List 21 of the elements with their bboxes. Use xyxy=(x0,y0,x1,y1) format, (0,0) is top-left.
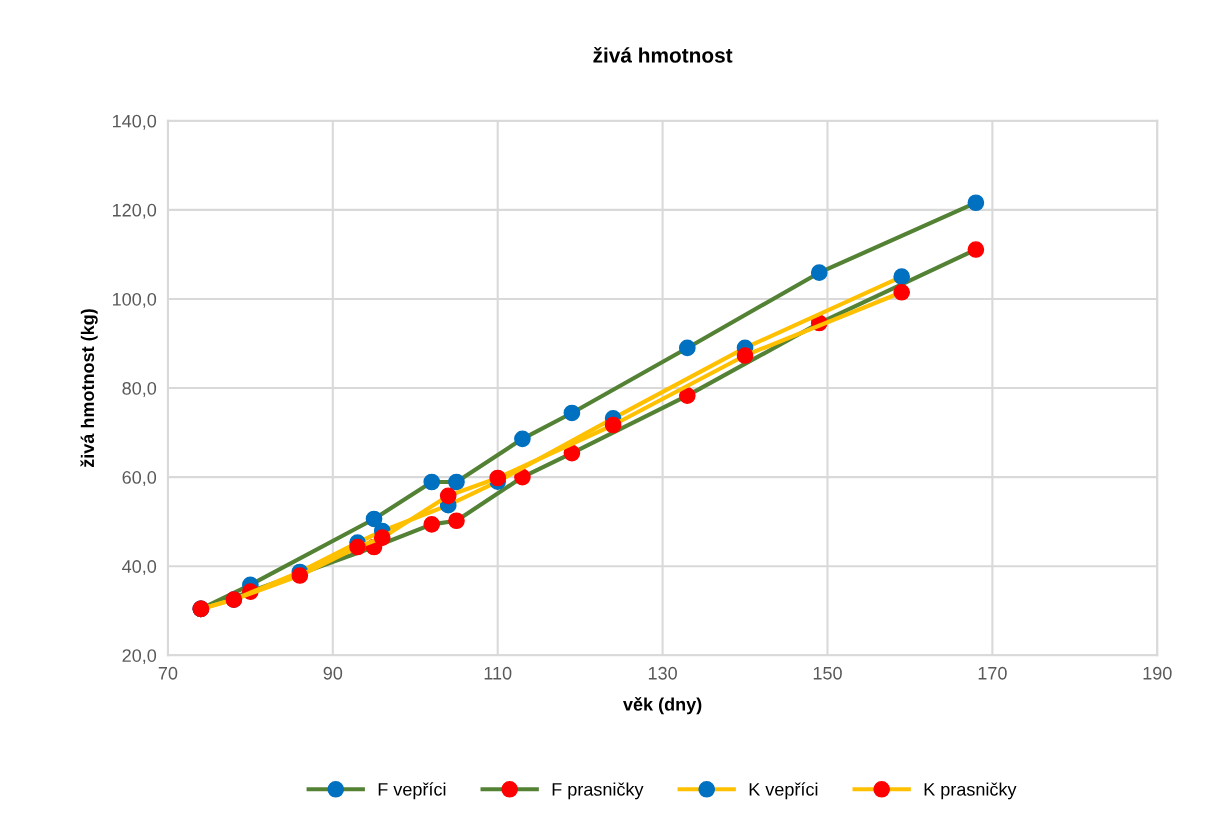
y-tick-label: 80,0 xyxy=(122,381,157,397)
y-tick-label: 60,0 xyxy=(122,471,157,486)
y-axis-title: živá hmotnost (kg) xyxy=(80,309,98,468)
x-tick-label: 70 xyxy=(158,666,178,680)
legend-label: K prasničky xyxy=(924,782,1017,800)
x-tick-label: 150 xyxy=(813,666,842,680)
legend-label: K vepříci xyxy=(749,782,818,800)
x-tick-label: 110 xyxy=(484,666,512,680)
y-tick-label: 120,0 xyxy=(113,203,157,219)
x-tick-label: 90 xyxy=(323,666,343,680)
y-tick-label: 40,0 xyxy=(122,560,157,576)
y-tick-label: 140,0 xyxy=(113,114,157,130)
x-tick-label: 190 xyxy=(1143,666,1172,680)
legend-label: F vepříci xyxy=(378,782,446,800)
y-tick-label: 100,0 xyxy=(113,292,157,308)
legend-label: F prasničky xyxy=(552,782,644,800)
y-tick-label: 20,0 xyxy=(122,649,157,665)
x-axis-title: věk (dny) xyxy=(623,697,702,715)
x-tick-label: 130 xyxy=(648,666,677,680)
x-tick-label: 170 xyxy=(978,666,1007,680)
chart-title: živá hmotnost xyxy=(593,46,733,63)
